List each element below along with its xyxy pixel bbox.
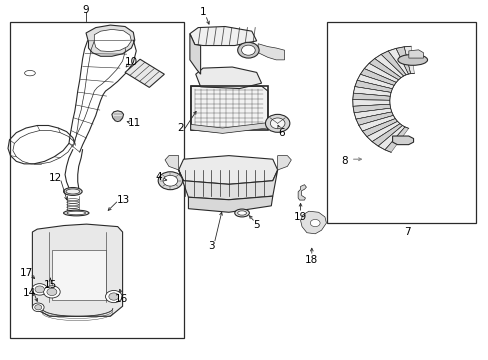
- Text: 13: 13: [117, 195, 130, 205]
- Polygon shape: [374, 54, 403, 78]
- Polygon shape: [355, 112, 392, 125]
- Polygon shape: [395, 47, 410, 74]
- Text: 15: 15: [44, 280, 57, 290]
- Text: 1: 1: [199, 7, 206, 17]
- Bar: [190, 86, 267, 130]
- Circle shape: [47, 288, 57, 296]
- Polygon shape: [408, 50, 423, 58]
- Polygon shape: [190, 123, 267, 134]
- Circle shape: [43, 286, 60, 298]
- Polygon shape: [32, 224, 122, 316]
- Polygon shape: [298, 185, 306, 200]
- Circle shape: [109, 293, 119, 300]
- Polygon shape: [277, 156, 291, 170]
- Polygon shape: [404, 46, 413, 74]
- Polygon shape: [189, 34, 200, 74]
- Polygon shape: [352, 100, 389, 106]
- Text: 18: 18: [305, 255, 318, 265]
- Circle shape: [35, 286, 44, 293]
- Polygon shape: [195, 67, 261, 89]
- Polygon shape: [364, 63, 398, 82]
- Polygon shape: [258, 44, 284, 60]
- Polygon shape: [392, 136, 413, 145]
- Polygon shape: [112, 111, 123, 122]
- Polygon shape: [190, 86, 267, 133]
- Circle shape: [163, 175, 177, 186]
- Text: 5: 5: [253, 220, 260, 230]
- Polygon shape: [188, 196, 272, 212]
- Text: 7: 7: [404, 227, 410, 237]
- Text: 14: 14: [22, 288, 36, 298]
- Polygon shape: [300, 211, 326, 234]
- Text: 19: 19: [293, 212, 306, 221]
- Polygon shape: [360, 68, 395, 85]
- Bar: [52, 250, 105, 300]
- Polygon shape: [352, 93, 389, 100]
- Polygon shape: [384, 127, 408, 152]
- Polygon shape: [366, 121, 399, 141]
- Circle shape: [32, 284, 47, 295]
- Polygon shape: [380, 51, 405, 76]
- Ellipse shape: [66, 189, 80, 194]
- Text: 8: 8: [341, 156, 347, 166]
- Polygon shape: [362, 118, 397, 137]
- Bar: [10, 22, 183, 338]
- Polygon shape: [354, 80, 391, 93]
- Polygon shape: [164, 156, 178, 170]
- Circle shape: [310, 220, 320, 226]
- Circle shape: [270, 118, 285, 129]
- Text: 17: 17: [20, 267, 33, 278]
- Bar: [125, 59, 164, 87]
- Circle shape: [32, 303, 44, 312]
- Polygon shape: [86, 25, 135, 56]
- Circle shape: [237, 42, 259, 58]
- Text: 11: 11: [128, 118, 141, 128]
- Polygon shape: [368, 59, 400, 80]
- Text: 6: 6: [277, 128, 284, 138]
- Circle shape: [241, 45, 255, 55]
- Polygon shape: [189, 27, 256, 45]
- Polygon shape: [352, 104, 390, 113]
- Polygon shape: [178, 156, 277, 184]
- Text: 16: 16: [115, 294, 128, 304]
- Circle shape: [105, 291, 122, 303]
- Polygon shape: [353, 108, 391, 119]
- Ellipse shape: [234, 209, 249, 217]
- Circle shape: [265, 114, 289, 132]
- Text: 2: 2: [177, 123, 183, 133]
- Polygon shape: [371, 124, 402, 146]
- Text: 9: 9: [82, 5, 89, 15]
- Text: 3: 3: [207, 241, 214, 251]
- Polygon shape: [387, 48, 407, 75]
- Ellipse shape: [67, 211, 85, 215]
- Polygon shape: [178, 170, 277, 200]
- Ellipse shape: [63, 188, 82, 195]
- Ellipse shape: [24, 71, 35, 76]
- Ellipse shape: [397, 54, 427, 65]
- Circle shape: [158, 172, 182, 190]
- Polygon shape: [358, 116, 394, 131]
- Text: 12: 12: [49, 173, 62, 183]
- Circle shape: [35, 305, 41, 310]
- Bar: [327, 22, 475, 223]
- Polygon shape: [94, 30, 131, 51]
- Polygon shape: [353, 87, 390, 96]
- Ellipse shape: [237, 211, 246, 215]
- Text: 10: 10: [124, 57, 138, 67]
- Polygon shape: [356, 74, 393, 89]
- Text: 4: 4: [156, 172, 162, 182]
- Ellipse shape: [63, 210, 89, 216]
- Polygon shape: [377, 126, 404, 150]
